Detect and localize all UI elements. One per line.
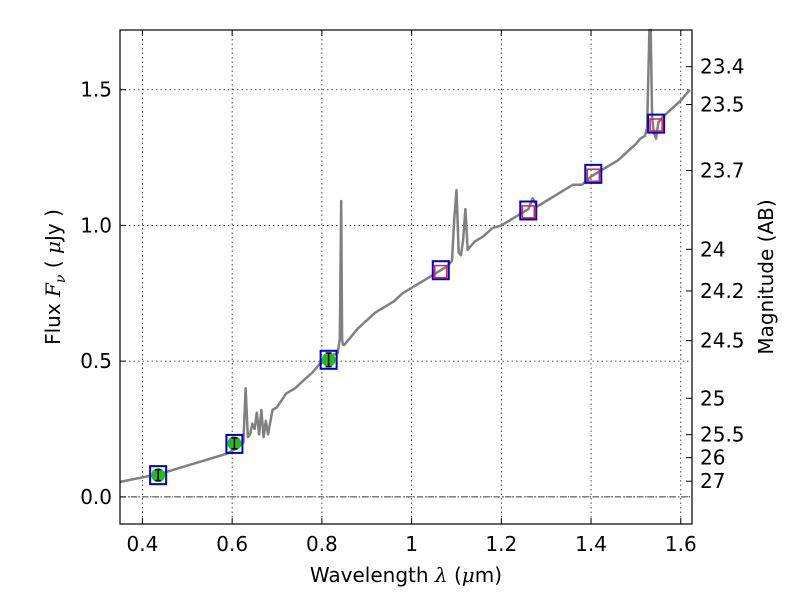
mag-tick-label: 27 (700, 469, 725, 493)
axes: 0.4 0.6 0.8 1 1.2 1.4 1.6 0.0 0.5 1.0 1.5 23.4 23.5 2… (80, 30, 745, 556)
mag-tick-label: 26 (700, 446, 725, 470)
upper-limit-square (521, 205, 536, 219)
x-tick-label: 0.8 (306, 532, 338, 556)
y-tick-label: 1.5 (80, 78, 112, 102)
mag-tick-label: 24 (700, 237, 725, 261)
x-tick-label: 1 (405, 532, 418, 556)
model-flux-square (431, 260, 450, 281)
x-tick-label: 1.4 (575, 532, 607, 556)
x-tick-label: 0.4 (127, 532, 159, 556)
y-tick-label: 1.0 (80, 213, 112, 237)
x-tick-label: 0.6 (216, 532, 248, 556)
mag-tick-label: 24.5 (700, 329, 745, 353)
mag-tick-label: 23.7 (700, 159, 745, 183)
upper-limit-square (586, 168, 601, 182)
mag-tick-label: 23.4 (700, 55, 745, 79)
x-tick-label: 1.2 (485, 532, 517, 556)
y-tick-label: 0.5 (80, 349, 112, 373)
plot-frame (119, 29, 693, 525)
grid (120, 30, 692, 524)
model-flux-square (584, 163, 603, 184)
magnitude-axis-label: Magnitude (AB) (754, 199, 778, 354)
spectrum-line (119, 28, 691, 484)
upper-limit-square (434, 264, 448, 279)
mag-tick-label: 24.2 (700, 279, 745, 303)
model-flux-square (319, 349, 338, 370)
model-flux-square (519, 200, 538, 221)
mag-tick-label: 23.5 (700, 93, 745, 117)
y-axis-label: Flux Fν ( μJy ) (41, 209, 69, 345)
model-flux-square (225, 433, 244, 454)
model-flux-square (647, 113, 666, 134)
y-tick-label: 0.0 (80, 485, 112, 509)
upper-limit-square (649, 118, 663, 132)
model-flux-square (149, 465, 168, 486)
plot-area (119, 28, 692, 498)
mag-tick-label: 25.5 (700, 423, 745, 447)
x-tick-label: 1.6 (665, 532, 697, 556)
x-axis-label: Wavelength λ (μm) (310, 563, 502, 587)
mag-tick-label: 25 (700, 386, 725, 410)
